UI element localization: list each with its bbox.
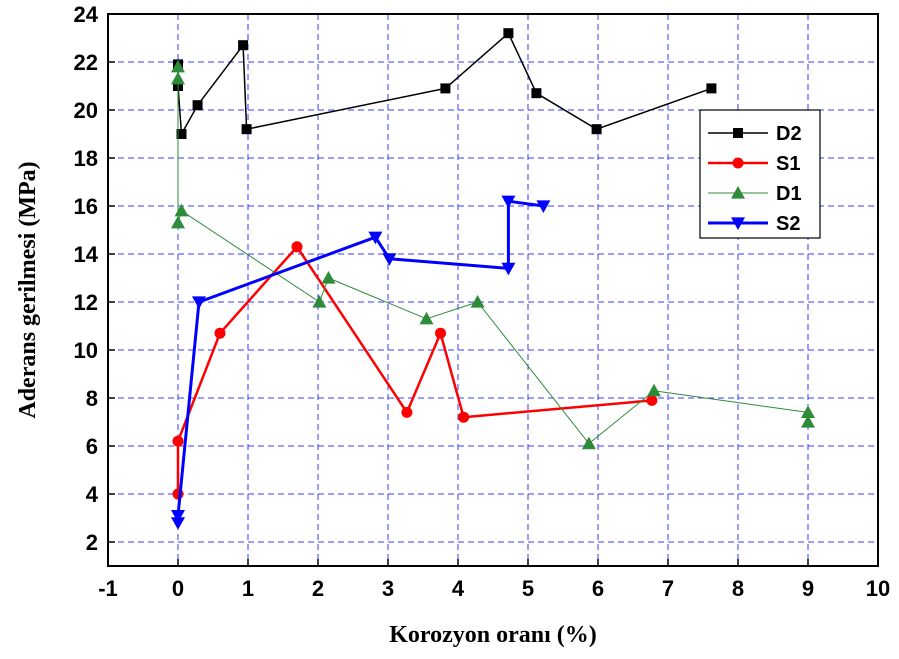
data-point-s2 xyxy=(192,296,206,309)
data-point-d2 xyxy=(238,40,249,51)
data-point-d1 xyxy=(171,71,185,85)
legend-marker-s2 xyxy=(731,217,745,230)
legend-item-d2: D2 xyxy=(708,123,802,145)
data-point-d1 xyxy=(581,436,596,450)
data-point-s2 xyxy=(501,262,516,276)
y-tick-label: 14 xyxy=(74,242,99,267)
x-tick-label: 7 xyxy=(662,576,674,601)
data-point-d1 xyxy=(801,415,815,428)
series-line-d1 xyxy=(177,66,809,445)
data-point-d1 xyxy=(171,59,185,73)
legend-item-d1: D1 xyxy=(708,183,802,205)
data-point-d1 xyxy=(174,203,189,217)
data-point-d1 xyxy=(419,311,434,325)
data-point-d1 xyxy=(312,295,327,308)
data-point-s2 xyxy=(171,517,185,530)
x-tick-label: -1 xyxy=(98,576,118,601)
legend-item-s2: S2 xyxy=(708,213,800,235)
legend-marker-d2 xyxy=(733,128,743,138)
data-point-s2 xyxy=(368,231,383,245)
series-d2 xyxy=(173,28,717,139)
y-tick-label: 2 xyxy=(86,530,98,555)
series-line-s1 xyxy=(176,245,653,494)
legend-item-s1: S1 xyxy=(708,153,800,175)
data-point-d2 xyxy=(531,88,542,99)
series-d1 xyxy=(171,59,815,450)
legend: D2 S1 D1 S2 xyxy=(699,109,821,239)
legend-box xyxy=(699,109,821,239)
x-tick-label: 10 xyxy=(866,576,890,601)
data-point-d2 xyxy=(440,83,451,94)
x-tick-label: 3 xyxy=(382,576,394,601)
x-tick-label: 0 xyxy=(172,576,184,601)
data-point-d1 xyxy=(647,383,661,397)
x-tick-label: 2 xyxy=(312,576,324,601)
data-point-d2 xyxy=(176,129,187,139)
data-point-d2 xyxy=(503,28,514,39)
data-point-s1 xyxy=(435,327,446,339)
y-tick-label: 10 xyxy=(74,338,98,363)
data-point-s2 xyxy=(382,253,397,266)
grid xyxy=(108,14,878,566)
data-point-s1 xyxy=(291,241,303,253)
y-tick-label: 6 xyxy=(86,434,98,459)
data-point-s1 xyxy=(458,411,470,423)
y-tick-label: 8 xyxy=(86,386,98,411)
plot-frame xyxy=(107,13,879,567)
data-point-s1 xyxy=(401,406,413,418)
series-group xyxy=(171,28,815,530)
x-tick-label: 6 xyxy=(592,576,604,601)
data-point-d2 xyxy=(706,83,717,94)
data-point-s1 xyxy=(646,394,658,406)
x-tick-label: 8 xyxy=(732,576,744,601)
legend-label-d2: D2 xyxy=(776,123,802,145)
data-point-d1 xyxy=(801,405,815,418)
legend-marker-d1 xyxy=(731,186,745,199)
y-tick-label: 12 xyxy=(74,290,98,315)
x-tick-label: 9 xyxy=(802,576,814,601)
data-point-s2 xyxy=(171,510,185,523)
y-tick-label: 22 xyxy=(74,50,98,75)
data-point-d2 xyxy=(241,124,252,135)
y-tick-label: 16 xyxy=(74,194,98,219)
legend-label-d1: D1 xyxy=(776,183,802,205)
data-point-s2 xyxy=(501,195,516,209)
legend-marker-s1 xyxy=(732,157,744,169)
data-point-d1 xyxy=(470,295,485,308)
y-axis-title: Aderans gerilmesi (MPa) xyxy=(15,161,41,418)
data-point-s1 xyxy=(172,435,184,447)
series-s1 xyxy=(172,241,658,500)
y-tick-label: 18 xyxy=(74,146,98,171)
data-point-d2 xyxy=(192,100,203,111)
legend-label-s1: S1 xyxy=(776,153,800,175)
data-point-d2 xyxy=(591,124,602,135)
series-line-s2 xyxy=(176,199,544,523)
x-axis-title: Korozyon oranı (%) xyxy=(389,622,597,648)
y-tick-label: 20 xyxy=(74,98,98,123)
x-tick-label: 4 xyxy=(452,576,465,601)
data-point-d1 xyxy=(321,271,336,284)
data-point-s1 xyxy=(214,327,226,339)
series-s2 xyxy=(171,195,551,530)
x-tick-label: 5 xyxy=(522,576,534,601)
x-tick-label: 1 xyxy=(242,576,254,601)
legend-label-s2: S2 xyxy=(776,213,800,235)
y-tick-label: 4 xyxy=(86,482,99,507)
data-point-s2 xyxy=(536,200,551,213)
data-point-d1 xyxy=(171,215,185,229)
y-tick-label: 24 xyxy=(74,2,99,27)
